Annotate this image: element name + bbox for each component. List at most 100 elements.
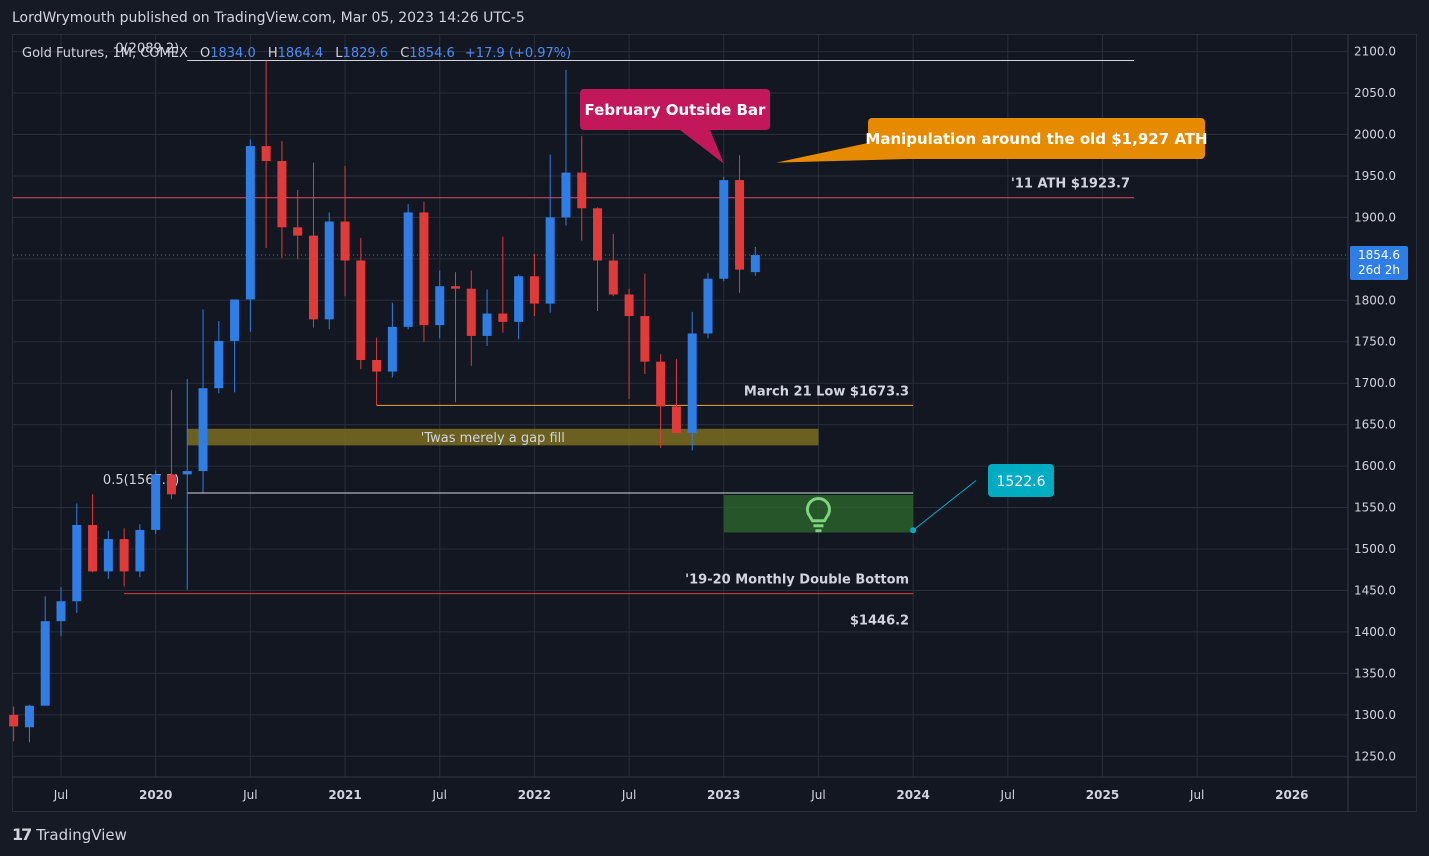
candle-body[interactable] [198, 388, 208, 472]
bar-countdown-label: 26d 2h [1358, 263, 1400, 277]
price-tick-label: 1450.0 [1354, 583, 1396, 597]
price-target-callout[interactable] [988, 464, 1054, 497]
candle-body[interactable] [419, 212, 429, 326]
time-tick-label: Jul [810, 788, 825, 802]
level-label: March 21 Low $1673.3 [744, 384, 909, 399]
candle-body[interactable] [166, 474, 176, 495]
candle-body[interactable] [214, 340, 224, 389]
candle-body[interactable] [340, 221, 350, 261]
candle-body[interactable] [182, 471, 192, 475]
candle-body[interactable] [671, 406, 681, 433]
price-tick-label: 2050.0 [1354, 86, 1396, 100]
time-tick-label: 2024 [896, 788, 929, 802]
candle-body[interactable] [687, 333, 697, 433]
fib-level-label: 0(2089.2) [115, 42, 179, 57]
publisher-header: LordWrymouth published on TradingView.co… [12, 10, 525, 26]
price-target-text: 1522.6 [997, 474, 1046, 490]
price-tick-label: 1550.0 [1354, 501, 1396, 515]
price-tick-label: 1700.0 [1354, 376, 1396, 390]
price-tick-label: 1300.0 [1354, 708, 1396, 722]
candle-body[interactable] [514, 276, 524, 322]
level-label: '11 ATH $1923.7 [1011, 177, 1130, 192]
time-tick-label: 2025 [1086, 788, 1119, 802]
time-tick-label: 2026 [1275, 788, 1308, 802]
candle-body[interactable] [529, 276, 539, 304]
time-tick-label: Jul [1000, 788, 1015, 802]
candle-body[interactable] [56, 601, 66, 622]
candle-body[interactable] [435, 286, 445, 326]
candle-body[interactable] [577, 172, 587, 209]
candle-body[interactable] [640, 316, 650, 362]
time-tick-label: Jul [242, 788, 257, 802]
candle-body[interactable] [593, 208, 603, 261]
candle-body[interactable] [40, 621, 50, 706]
price-tick-label: 2100.0 [1354, 45, 1396, 59]
time-tick-label: Jul [621, 788, 636, 802]
price-tick-label: 1250.0 [1354, 749, 1396, 763]
candle-body[interactable] [293, 227, 303, 236]
time-tick-label: 2021 [328, 788, 361, 802]
candle-body[interactable] [9, 714, 19, 727]
candle-body[interactable] [151, 474, 161, 530]
price-target-anchor[interactable] [910, 527, 917, 534]
candle-body[interactable] [324, 221, 334, 320]
candle-body[interactable] [703, 278, 713, 334]
candle-body[interactable] [308, 235, 318, 320]
candle-body[interactable] [561, 172, 571, 218]
symbol-legend: Gold Futures, 1M, COMEX O1834.0 H1864.4 … [22, 46, 571, 61]
price-tick-label: 1750.0 [1354, 335, 1396, 349]
candle-body[interactable] [103, 539, 113, 572]
low-label: L [335, 46, 343, 61]
candle-body[interactable] [735, 180, 745, 270]
price-tick-label: 1350.0 [1354, 666, 1396, 680]
level-label-secondary: $1446.2 [850, 614, 909, 629]
open-label: O [200, 46, 211, 61]
open-value: 1834.0 [210, 46, 256, 61]
price-tick-label: 1950.0 [1354, 169, 1396, 183]
candle-body[interactable] [498, 313, 508, 322]
candle-body[interactable] [545, 217, 555, 304]
symbol-name[interactable]: Gold Futures, 1M, COMEX [22, 46, 188, 61]
candle-body[interactable] [656, 361, 666, 407]
price-tick-label: 1800.0 [1354, 293, 1396, 307]
high-value: 1864.4 [277, 46, 324, 61]
candle-body[interactable] [261, 146, 271, 162]
candle-body[interactable] [451, 286, 460, 289]
candle-body[interactable] [230, 299, 240, 341]
price-tick-label: 1600.0 [1354, 459, 1396, 473]
gap-fill-zone-label: 'Twas merely a gap fill [421, 431, 565, 446]
manipulation-note-text: Manipulation around the old $1,927 ATH [865, 130, 1207, 148]
candle-body[interactable] [88, 524, 98, 572]
brand-name: TradingView [36, 825, 127, 844]
candle-body[interactable] [245, 146, 255, 300]
close-label: C [400, 46, 410, 61]
candle-body[interactable] [277, 161, 287, 228]
tradingview-brand[interactable]: 17 TradingView [12, 825, 127, 844]
candle-body[interactable] [750, 255, 760, 273]
candle-body[interactable] [119, 539, 129, 572]
time-tick-label: 2020 [139, 788, 172, 802]
candle-body[interactable] [24, 705, 34, 728]
february-outside-bar-text: February Outside Bar [585, 101, 767, 119]
candle-body[interactable] [135, 529, 145, 572]
candle-body[interactable] [387, 326, 397, 372]
current-price-badge[interactable] [1350, 246, 1408, 281]
time-tick-label: 2023 [707, 788, 740, 802]
manipulation-note-callout[interactable] [868, 118, 1205, 159]
february-outside-bar-callout[interactable] [580, 89, 770, 130]
candle-body[interactable] [608, 260, 618, 295]
candle-body[interactable] [719, 180, 729, 279]
time-tick-label: 2022 [518, 788, 551, 802]
price-target-connector [912, 480, 977, 531]
candle-body[interactable] [482, 313, 492, 336]
candle-body[interactable] [372, 359, 382, 372]
candle-body[interactable] [356, 260, 366, 360]
candle-body[interactable] [403, 212, 413, 327]
price-tick-label: 1900.0 [1354, 210, 1396, 224]
price-tick-label: 1400.0 [1354, 625, 1396, 639]
candle-body[interactable] [72, 524, 82, 602]
current-price-label: 1854.6 [1358, 248, 1400, 262]
candle-body[interactable] [466, 288, 476, 336]
candle-body[interactable] [624, 294, 634, 317]
